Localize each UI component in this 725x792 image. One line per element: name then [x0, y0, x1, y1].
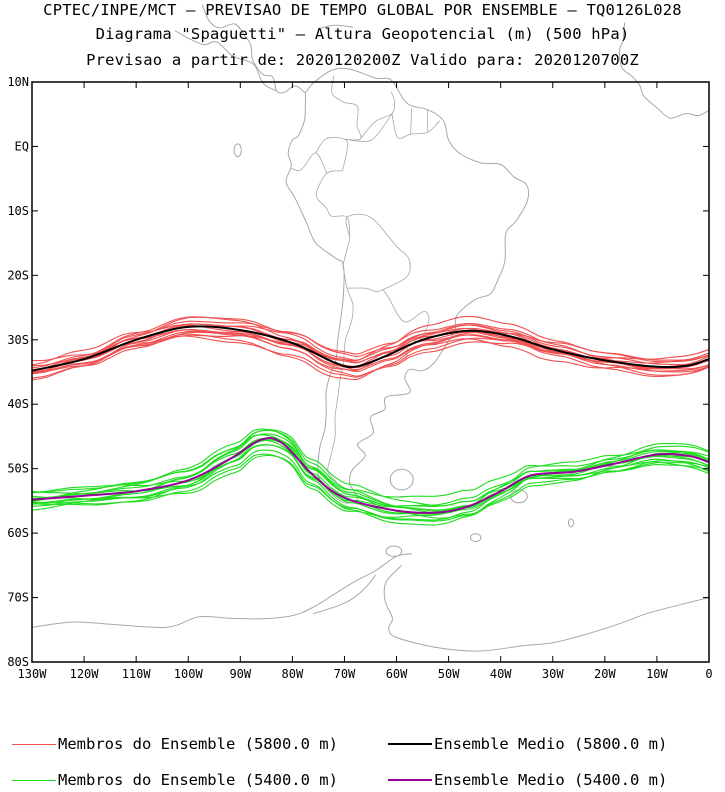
lon-label-60W: 60W [386, 667, 408, 681]
legend-label-members-5400: Membros do Ensemble (5400.0 m) [58, 771, 338, 789]
title-line-3: Previsao a partir de: 2020120200Z Valido… [86, 51, 639, 69]
coast-antarctica-east [383, 564, 710, 652]
map-frame [31, 81, 710, 663]
ensemble-mean-5400-line [31, 436, 710, 514]
legend-swatch-members-5400 [12, 779, 56, 781]
lat-label-20S: 20S [7, 268, 29, 282]
legend-mean-5800: Ensemble Medio (5800.0 m) [388, 735, 667, 753]
lon-label-10W: 10W [646, 667, 668, 681]
legend-swatch-mean-5400 [388, 779, 432, 781]
legend-mean-5400: Ensemble Medio (5400.0 m) [388, 771, 667, 789]
coast-island-3 [567, 518, 575, 528]
lat-label-40S: 40S [7, 397, 29, 411]
lon-label-70W: 70W [334, 667, 356, 681]
legend-label-mean-5800: Ensemble Medio (5800.0 m) [434, 735, 668, 753]
coast-africa [618, 22, 710, 119]
member-5800-line-9 [31, 315, 710, 362]
legend-swatch-members-5800 [12, 743, 56, 745]
member-5400-line-1 [31, 453, 710, 518]
country-border-9 [391, 113, 441, 139]
coastlines [31, 4, 710, 652]
coast-island-4 [233, 143, 242, 158]
country-border-5 [291, 152, 328, 174]
coast-island-6 [470, 533, 482, 542]
ensemble-members-5800 [31, 315, 710, 381]
lat-label-EQ: EQ [15, 139, 29, 153]
lon-label-120W: 120W [70, 667, 100, 681]
member-5400-line-2 [31, 439, 710, 512]
legend-label-mean-5400: Ensemble Medio (5400.0 m) [434, 771, 668, 789]
country-border-4 [315, 170, 351, 266]
country-border-12 [344, 113, 393, 142]
coast-island-1 [389, 468, 414, 491]
lat-label-10N: 10N [7, 75, 29, 89]
legend-swatch-mean-5800 [388, 743, 432, 745]
lat-label-10S: 10S [7, 204, 29, 218]
member-5800-line-7 [31, 323, 710, 379]
country-border-2 [345, 213, 411, 292]
country-border-7 [331, 75, 362, 141]
country-border-3 [382, 289, 430, 361]
country-border-11 [426, 109, 429, 133]
country-border-10 [410, 108, 412, 135]
coast-island-5 [385, 545, 403, 557]
lon-label-30W: 30W [542, 667, 564, 681]
member-5800-line-10 [31, 330, 710, 381]
ensemble-mean-5800-line [31, 325, 710, 372]
legend-label-members-5800: Membros do Ensemble (5800.0 m) [58, 735, 338, 753]
coast-caribbean [320, 24, 354, 29]
title-line-1: CPTEC/INPE/MCT — PREVISAO DE TEMPO GLOBA… [43, 1, 682, 19]
coast-south-america [285, 67, 529, 504]
lon-label-40W: 40W [490, 667, 512, 681]
coast-antarctica-west [31, 553, 413, 628]
country-border-6 [315, 137, 348, 171]
lat-label-50S: 50S [7, 462, 29, 476]
member-5400-line-13 [31, 439, 710, 508]
legend-members-5800: Membros do Ensemble (5800.0 m) [12, 735, 338, 753]
legend-members-5400: Membros do Ensemble (5400.0 m) [12, 771, 338, 789]
lon-label-20W: 20W [594, 667, 616, 681]
lon-label-50W: 50W [438, 667, 460, 681]
coast-antarctic-peninsula [313, 574, 377, 615]
country-border-8 [360, 91, 395, 139]
member-5400-line-11 [31, 434, 710, 515]
member-5400-line-6 [31, 429, 710, 507]
title-line-2: Diagrama "Spaguetti" — Altura Geopotenci… [95, 25, 630, 43]
lon-label-0: 0 [705, 667, 712, 681]
member-5800-line-14 [31, 320, 710, 374]
member-5400-line-14 [31, 429, 710, 514]
lon-label-130W: 130W [18, 667, 48, 681]
member-5800-line-5 [31, 324, 710, 372]
coast-central-america [201, 4, 306, 94]
lat-label-70S: 70S [7, 591, 29, 605]
lon-label-110W: 110W [122, 667, 152, 681]
lat-label-60S: 60S [7, 526, 29, 540]
member-5800-line-13 [31, 324, 710, 373]
lon-label-100W: 100W [174, 667, 204, 681]
ensemble-members-5400 [31, 428, 710, 526]
lat-label-80S: 80S [7, 655, 29, 669]
lon-label-90W: 90W [229, 667, 251, 681]
lon-label-80W: 80W [282, 667, 304, 681]
member-5400-line-7 [31, 439, 710, 522]
lat-label-30S: 30S [7, 333, 29, 347]
